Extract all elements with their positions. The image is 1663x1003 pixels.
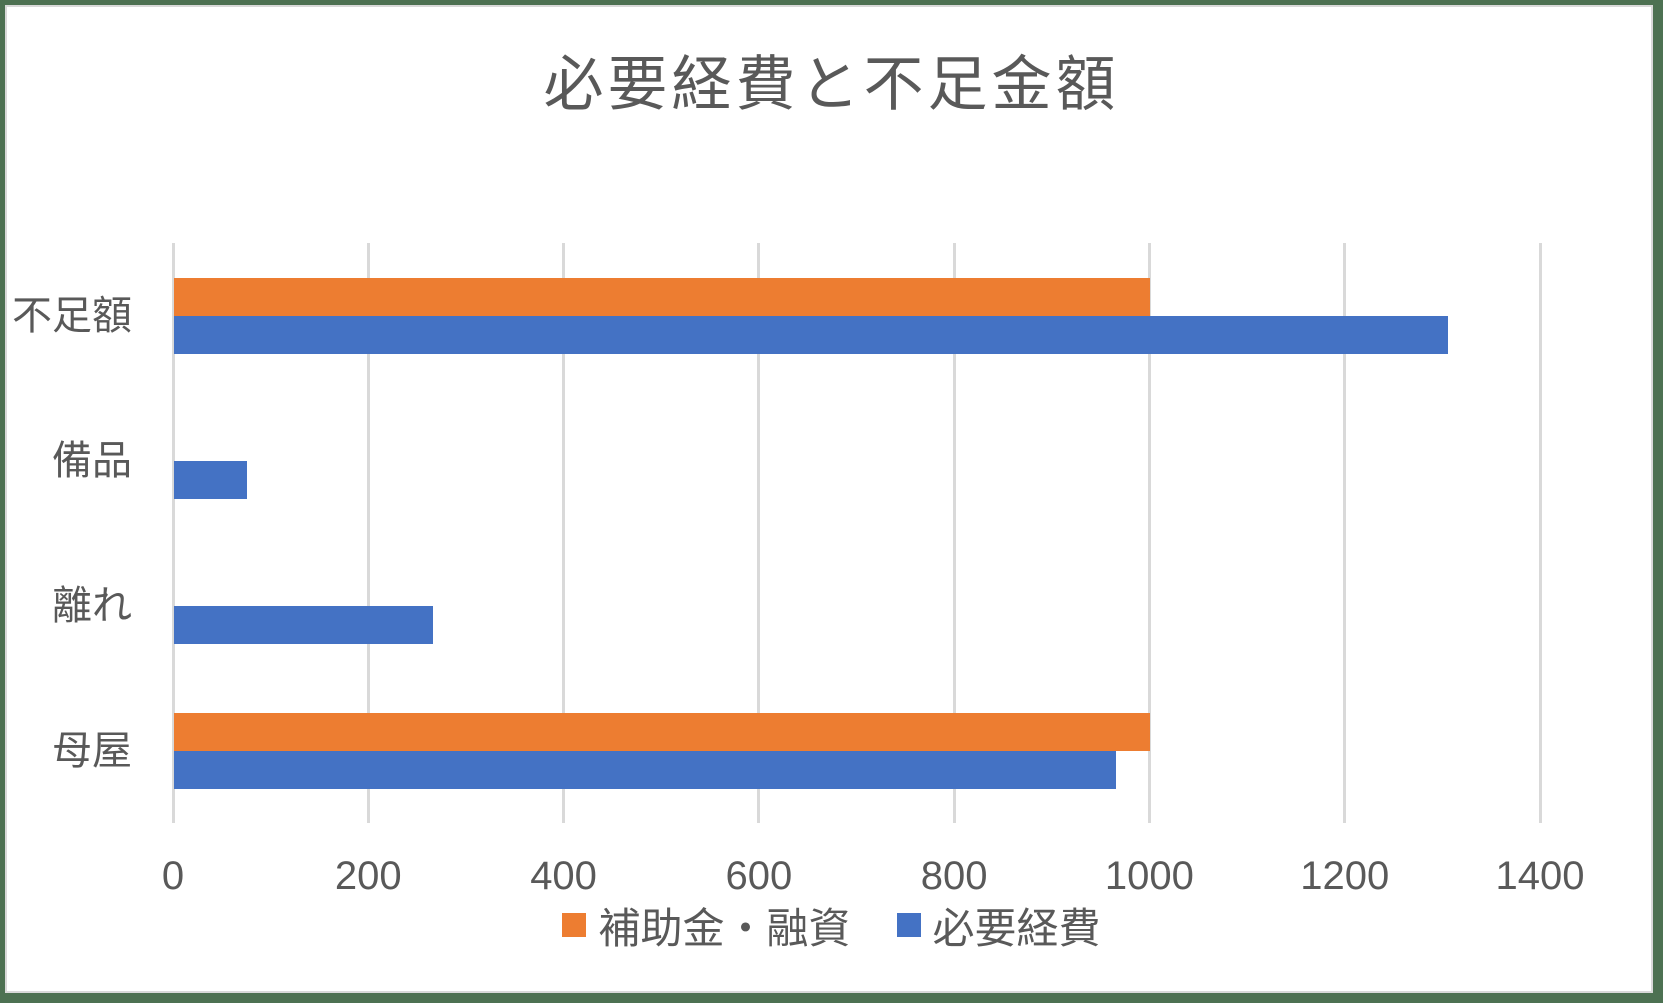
x-tick-label: 600 [725, 854, 793, 898]
chart-title: 必要経費と不足金額 [543, 51, 1120, 118]
x-tick-label: 400 [530, 854, 597, 898]
legend-swatch-orange [562, 913, 587, 937]
category-label: 母屋 [52, 728, 132, 773]
legend-label: 必要経費 [932, 904, 1101, 952]
gridline [171, 243, 175, 823]
bar-必要経費-備品 [174, 460, 248, 499]
gridline [1343, 243, 1347, 823]
gridline [1147, 243, 1151, 823]
category-label: 備品 [52, 438, 132, 483]
category-label: 不足額 [12, 293, 132, 338]
bar-必要経費-離れ [174, 605, 433, 644]
gridline [366, 243, 370, 823]
bar-必要経費-母屋 [174, 750, 1117, 789]
bar-補助金・融資-母屋 [174, 712, 1151, 751]
legend: 補助金・融資 必要経費 [0, 898, 1663, 952]
gridline [757, 243, 761, 823]
category-label: 離れ [52, 583, 132, 628]
bar-補助金・融資-不足額 [174, 277, 1151, 316]
x-tick-label: 200 [334, 854, 402, 898]
gridline [1538, 243, 1542, 823]
bar-必要経費-不足額 [174, 315, 1449, 354]
legend-swatch-blue [896, 913, 921, 937]
x-tick-label: 1200 [1300, 854, 1390, 898]
gridline [952, 243, 956, 823]
gridline [562, 243, 566, 823]
x-tick-label: 800 [920, 854, 988, 898]
legend-item-orange: 補助金・融資 [562, 895, 851, 956]
x-tick-label: 1400 [1495, 854, 1585, 898]
x-tick-label: 0 [161, 854, 185, 898]
chart-background [5, 5, 1653, 993]
x-tick-label: 1000 [1104, 854, 1194, 898]
legend-label: 補助金・融資 [598, 904, 851, 952]
legend-item-blue: 必要経費 [896, 895, 1101, 956]
